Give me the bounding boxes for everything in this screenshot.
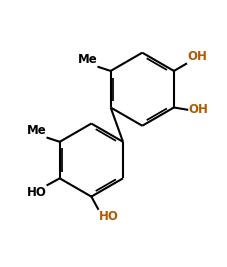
- Text: OH: OH: [188, 103, 208, 116]
- Text: HO: HO: [99, 210, 119, 223]
- Text: Me: Me: [27, 124, 47, 137]
- Text: Me: Me: [78, 53, 97, 66]
- Text: OH: OH: [187, 50, 207, 63]
- Text: HO: HO: [27, 186, 47, 199]
